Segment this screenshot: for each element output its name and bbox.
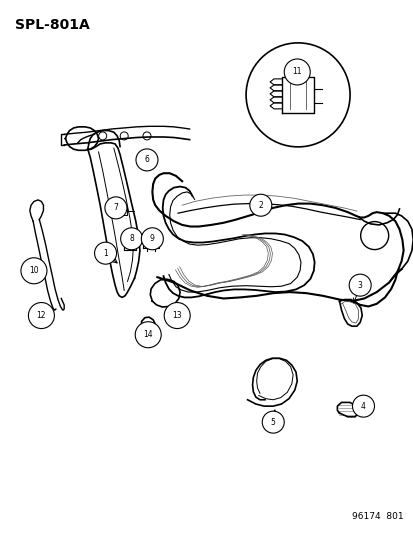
Text: 2: 2: [258, 201, 263, 209]
Text: 3: 3: [357, 281, 362, 289]
Circle shape: [164, 303, 190, 328]
Text: 13: 13: [172, 311, 182, 320]
Text: 6: 6: [144, 156, 149, 164]
Text: 12: 12: [37, 311, 46, 320]
Text: 10: 10: [29, 266, 39, 275]
Circle shape: [284, 59, 309, 85]
Circle shape: [120, 228, 142, 250]
Circle shape: [21, 258, 47, 284]
Text: 7: 7: [113, 204, 118, 212]
Circle shape: [245, 43, 349, 147]
Text: SPL-801A: SPL-801A: [15, 18, 90, 32]
Text: 4: 4: [360, 402, 365, 410]
Circle shape: [261, 411, 284, 433]
Circle shape: [249, 194, 271, 216]
Circle shape: [135, 322, 161, 348]
Text: 96174  801: 96174 801: [351, 512, 403, 521]
Circle shape: [94, 242, 116, 264]
Text: 5: 5: [270, 418, 275, 426]
Text: 1: 1: [103, 249, 108, 257]
Circle shape: [135, 149, 158, 171]
Circle shape: [141, 228, 163, 250]
Circle shape: [348, 274, 370, 296]
Text: 14: 14: [143, 330, 153, 339]
Text: 9: 9: [150, 235, 154, 243]
Circle shape: [351, 395, 374, 417]
Circle shape: [28, 303, 54, 328]
Text: 8: 8: [129, 235, 134, 243]
Circle shape: [104, 197, 127, 219]
Text: 11: 11: [292, 68, 301, 76]
